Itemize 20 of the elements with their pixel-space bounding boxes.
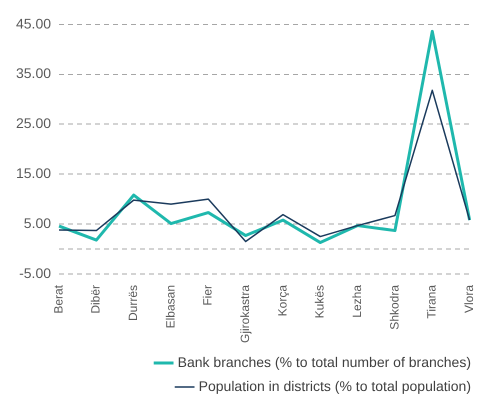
legend-label: Bank branches (% to total number of branches)	[178, 354, 472, 370]
y-tick-label: 35.00	[16, 65, 52, 82]
y-tick-label: -5.00	[19, 264, 52, 281]
x-tick-label: Durrës	[126, 284, 140, 321]
x-tick-label: Berat	[51, 284, 66, 314]
x-tick-label: Korça	[275, 284, 290, 316]
x-tick-label: Dibër	[88, 284, 103, 314]
x-tick-label: Fier	[200, 284, 215, 306]
legend-label: Population in districts (% to total population)	[198, 378, 472, 394]
x-tick-label: Tirana	[424, 284, 439, 319]
y-tick-label: 5.00	[24, 214, 52, 231]
x-tick-label: Gjirokastra	[238, 284, 252, 343]
x-tick-label: Elbasan	[163, 284, 178, 328]
x-tick-label: Kukës	[312, 284, 327, 318]
y-tick-label: 25.00	[16, 115, 52, 132]
y-tick-label: 15.00	[16, 165, 52, 182]
x-tick-label: Lezha	[350, 284, 364, 318]
y-tick-label: 45.00	[16, 15, 52, 32]
x-tick-label: Shkodra	[387, 284, 402, 330]
x-tick-label: Vlora	[462, 284, 476, 313]
